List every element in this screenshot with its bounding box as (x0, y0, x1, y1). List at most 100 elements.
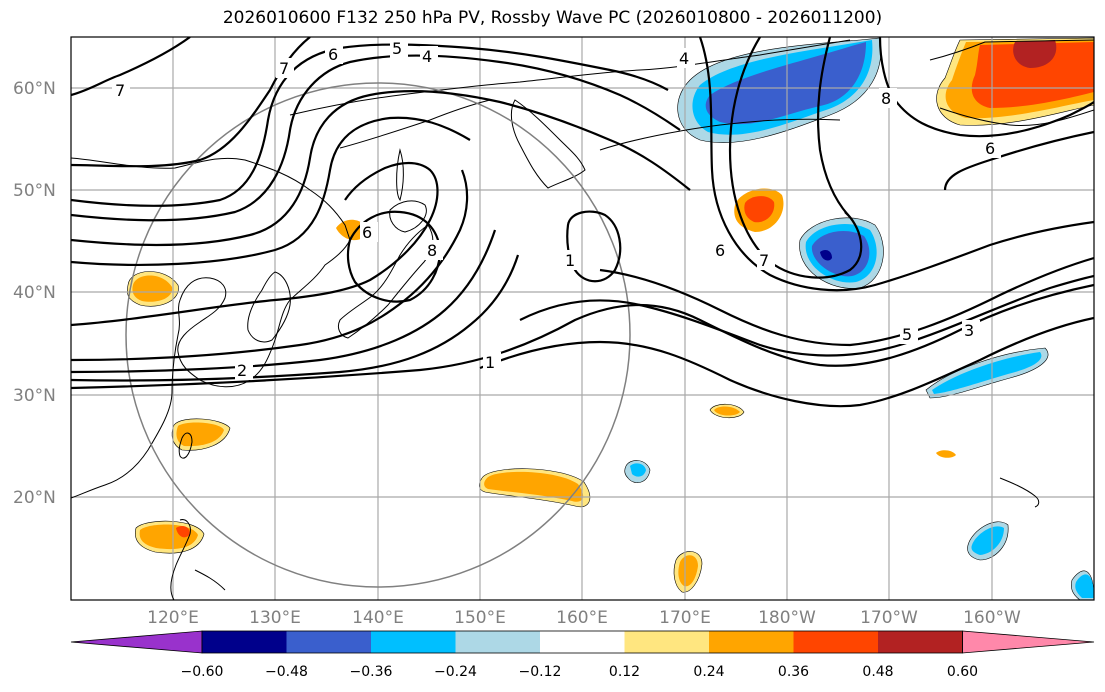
colorbar-tick-label: −0.48 (265, 664, 308, 680)
colorbar-extend-high (962, 630, 1095, 654)
colorbar-tick-label: 0.12 (609, 664, 640, 680)
pv-contour-line (346, 210, 442, 303)
contour-label: 6 (715, 241, 725, 260)
lat-tick-label: 50°N (13, 181, 56, 201)
colorbar-segment (540, 631, 625, 653)
colorbar-segment (709, 631, 794, 653)
coastline-siberia (289, 39, 851, 116)
contour-label: 6 (985, 139, 995, 158)
pv-contour-line (71, 254, 520, 382)
colorbar-tick-label: −0.12 (519, 664, 562, 680)
pv-contour-line (71, 116, 471, 266)
negative-anomaly-patch (932, 352, 1042, 394)
pv-contour-line (479, 316, 1094, 408)
colorbar-segment (371, 631, 456, 653)
contour-label: 4 (679, 49, 689, 68)
colorbar-tick-label: −0.60 (181, 664, 224, 680)
colorbar-segment (878, 631, 963, 653)
pv-contour-line (878, 37, 1094, 138)
colorbar: −0.60 −0.48 −0.36 −0.24 −0.12 0.12 0.24 … (70, 630, 1095, 680)
pv-contour-line (71, 89, 691, 247)
coastline-alaska (929, 39, 1094, 127)
pv-contour-line (71, 54, 681, 222)
colorbar-tick-label: 0.60 (947, 664, 978, 680)
positive-anomaly-patch (744, 196, 775, 223)
lat-tick-label: 30°N (13, 386, 56, 406)
contour-label: 3 (964, 321, 974, 340)
positive-anomaly-patch (132, 275, 173, 302)
coastline-okhotsk (339, 99, 491, 149)
contour-label: 5 (392, 39, 402, 58)
positive-anomaly-patch (936, 450, 956, 458)
pv-contour-line (519, 274, 1094, 357)
coastline-kamchatka (510, 99, 586, 189)
lon-tick-label: 120°E (147, 608, 199, 628)
colorbar-segment (286, 631, 371, 653)
map-frame (70, 36, 1095, 601)
coastline-korea (247, 271, 291, 343)
colorbar-tick-label: 0.48 (862, 664, 893, 680)
contour-label: 7 (759, 251, 769, 270)
pv-contour-line (71, 229, 497, 374)
lon-tick-label: 130°E (249, 608, 301, 628)
positive-anomaly-patch (678, 555, 698, 587)
colorbar-segment (202, 631, 287, 653)
gridlines (71, 37, 1094, 600)
contour-label: 8 (427, 241, 437, 260)
lon-tick-label: 140°E (352, 608, 404, 628)
negative-anomaly-patch (971, 526, 1004, 555)
contour-label: 2 (237, 361, 247, 380)
positive-anomaly-patch (1013, 40, 1057, 68)
colorbar-extend-low (70, 630, 203, 654)
coastline-taiwan (178, 432, 193, 459)
colorbar-tick-label: 0.24 (693, 664, 724, 680)
coastline-hawaii (999, 477, 1040, 508)
positive-anomaly-patch (484, 471, 584, 502)
coastline-aleutians (599, 118, 841, 151)
lon-tick-label: 160°W (963, 608, 1021, 628)
composite-region-circle (125, 82, 631, 588)
latitude-labels: 20°N 30°N 40°N 50°N 60°N (13, 79, 56, 508)
pv-contour-line (599, 256, 1094, 347)
colorbar-tick-label: 0.36 (778, 664, 809, 680)
coastline-hokkaido (389, 200, 427, 233)
pv-contour-line (816, 37, 849, 216)
contour-label: 7 (279, 59, 289, 78)
positive-anomaly-patch (176, 526, 190, 538)
contour-label: 1 (565, 251, 575, 270)
positive-anomaly-patch (176, 422, 224, 447)
pv-contour-line (943, 130, 1094, 191)
pv-contours (71, 37, 1094, 408)
colorbar-tick-label: −0.24 (434, 664, 477, 680)
lon-tick-label: 160°E (556, 608, 608, 628)
pv-contour-line (71, 283, 1094, 390)
lat-tick-label: 40°N (13, 283, 56, 303)
pv-contour-line (71, 37, 191, 97)
positive-anomaly-patch (971, 42, 1094, 108)
contour-label: 8 (881, 89, 891, 108)
contour-label: 6 (328, 45, 338, 64)
lon-tick-label: 150°E (454, 608, 506, 628)
contour-label: 7 (115, 81, 125, 100)
contour-label: 4 (422, 47, 432, 66)
contour-label: 1 (485, 353, 495, 372)
lon-tick-label: 170°E (659, 608, 711, 628)
lon-tick-label: 180°W (758, 608, 816, 628)
colorbar-segment (793, 631, 878, 653)
negative-anomaly-patch (705, 42, 866, 125)
pv-contour-line (698, 37, 1094, 292)
longitude-labels: 120°E 130°E 140°E 150°E 160°E 170°E 180°… (147, 608, 1021, 628)
pv-contour-line (71, 161, 439, 327)
colorbar-segment (455, 631, 540, 653)
colorbar-tick-label: −0.36 (350, 664, 393, 680)
negative-anomaly-patch (820, 250, 832, 261)
negative-anomaly-patch (630, 463, 646, 477)
pv-contour-line (71, 169, 469, 362)
lon-tick-label: 170°W (860, 608, 918, 628)
positive-anomaly-patch (714, 406, 740, 416)
contour-label: 5 (902, 325, 912, 344)
lat-tick-label: 20°N (13, 488, 56, 508)
colorbar-segment (624, 631, 709, 653)
coastline-philippines (170, 519, 226, 600)
